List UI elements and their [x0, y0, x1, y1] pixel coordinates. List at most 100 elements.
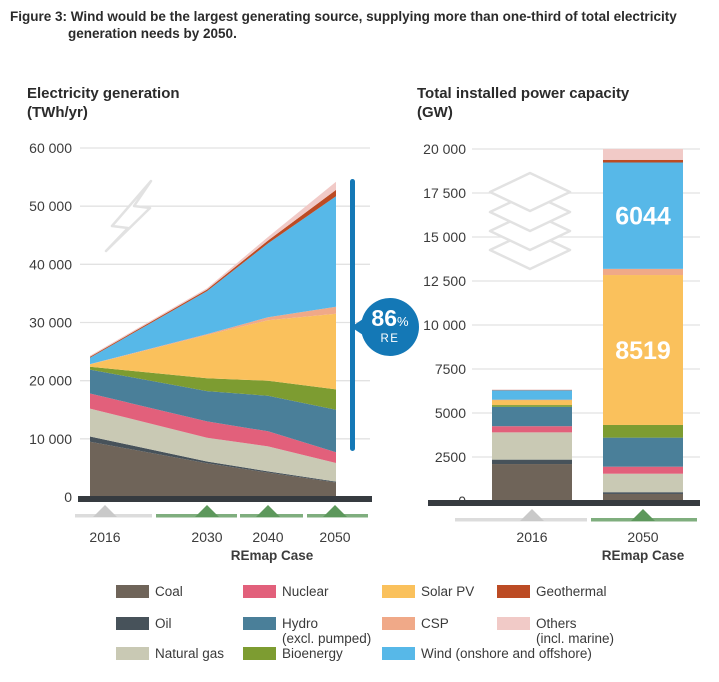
- y-tick-label: 10 000: [29, 431, 72, 447]
- legend-label-geothermal: Geothermal: [536, 584, 607, 599]
- x-tick-label: 2030: [191, 529, 222, 545]
- right-chart-unit: (GW): [417, 104, 453, 121]
- nuclear-swatch: [243, 585, 276, 598]
- area-series-wind-onshore-and-offshore: [90, 196, 336, 365]
- bar-segment-2016-hydro-excl-pumped: [492, 406, 572, 427]
- wind-onshore-and-offshore-swatch: [382, 647, 415, 660]
- bar-segment-2016-others-incl-marine: [492, 389, 572, 391]
- layers-icon: [488, 171, 572, 271]
- geothermal-swatch: [497, 585, 530, 598]
- bar-segment-2050-coal: [603, 493, 683, 501]
- y-tick-label: 20 000: [423, 141, 466, 157]
- bar-segment-2050-natural-gas: [603, 473, 683, 493]
- area-series-nuclear: [90, 393, 336, 463]
- figure-caption-line1: Figure 3: Wind would be the largest gene…: [10, 9, 677, 24]
- re-share-range-line: [350, 179, 355, 451]
- bar-segment-2050-csp: [603, 268, 683, 276]
- left-chart-title: Electricity generation (TWh/yr): [27, 84, 180, 122]
- case-marker-triangle-2016: [93, 505, 117, 517]
- right-remap-case-label: REmap Case: [601, 548, 685, 563]
- legend-label-wind-onshore-and-offshore: Wind (onshore and offshore): [421, 646, 592, 661]
- csp-swatch: [382, 617, 415, 630]
- y-tick-label: 17 500: [423, 185, 466, 201]
- case-marker-triangle-2050: [631, 509, 655, 521]
- bar-segment-2050-solar-pv: [603, 275, 683, 425]
- y-tick-label: 40 000: [29, 256, 72, 272]
- oil-swatch: [116, 617, 149, 630]
- figure-caption-line2: generation needs by 2050.: [68, 26, 237, 41]
- case-marker-triangle-2040: [256, 505, 280, 517]
- legend-label-csp: CSP: [421, 616, 449, 631]
- others-swatch: [497, 617, 530, 630]
- x-tick-label: 2050: [319, 529, 350, 545]
- bar-segment-2016-wind-onshore-and-offshore: [492, 390, 572, 400]
- legend-label-hydro: Hydro (excl. pumped): [282, 616, 372, 646]
- lightning-icon: [104, 179, 153, 253]
- case-marker-triangle-2030: [195, 505, 219, 517]
- bar-segment-2016-nuclear: [492, 426, 572, 433]
- area-series-hydro-excl-pumped: [90, 369, 336, 453]
- legend-label2-hydro: (excl. pumped): [282, 631, 372, 646]
- coal-swatch: [116, 585, 149, 598]
- x-tick-label: 2040: [252, 529, 283, 545]
- area-series-natural-gas: [90, 408, 336, 482]
- legend-label-nuclear: Nuclear: [282, 584, 329, 599]
- area-series-csp: [90, 306, 336, 365]
- re-share-value: 86%: [371, 305, 409, 331]
- y-tick-label: 5000: [435, 405, 466, 421]
- bar-segment-2050-others-incl-marine: [603, 148, 683, 160]
- case-marker-triangle-2016: [520, 509, 544, 521]
- area-series-bioenergy: [90, 366, 336, 410]
- y-tick-label: 60 000: [29, 140, 72, 156]
- left-chart-title-line1: Electricity generation: [27, 85, 180, 102]
- bar-segment-2050-geothermal: [603, 159, 683, 163]
- y-tick-label: 0: [64, 489, 72, 505]
- natural-gas-swatch: [116, 647, 149, 660]
- bar-segment-2050-nuclear: [603, 466, 683, 474]
- y-tick-label: 15 000: [423, 229, 466, 245]
- legend-label-natural-gas: Natural gas: [155, 646, 225, 661]
- bar-segment-2016-natural-gas: [492, 432, 572, 460]
- bar-segment-2016-csp: [492, 399, 572, 401]
- x-axis-line: [428, 500, 700, 506]
- bar-segment-2016-solar-pv: [492, 399, 572, 406]
- bar-segment-2016-oil: [492, 459, 572, 465]
- y-tick-label: 10 000: [423, 317, 466, 333]
- right-chart-title-line1: Total installed power capacity: [417, 85, 630, 102]
- x-tick-label: 2016: [89, 529, 120, 545]
- area-series-coal: [90, 441, 336, 497]
- bar-segment-2050-hydro-excl-pumped: [603, 437, 683, 467]
- y-tick-label: 12 500: [423, 273, 466, 289]
- area-series-solar-pv: [90, 313, 336, 390]
- bar-value-label: 6044: [615, 203, 671, 231]
- legend-label-solar-pv: Solar PV: [421, 584, 475, 599]
- y-tick-label: 50 000: [29, 198, 72, 214]
- y-tick-label: 20 000: [29, 373, 72, 389]
- left-remap-case-label: REmap Case: [230, 548, 314, 563]
- legend-label-bioenergy: Bioenergy: [282, 646, 343, 661]
- left-chart-unit: (TWh/yr): [27, 104, 88, 121]
- x-tick-label: 2050: [627, 529, 658, 545]
- x-axis-line: [78, 496, 372, 502]
- case-marker-triangle-2050: [323, 505, 347, 517]
- y-tick-label: 7500: [435, 361, 466, 377]
- right-chart-title: Total installed power capacity (GW): [417, 84, 629, 122]
- bar-segment-2050-bioenergy: [603, 424, 683, 438]
- bioenergy-swatch: [243, 647, 276, 660]
- legend-label-coal: Coal: [155, 584, 183, 599]
- re-share-pointer-icon: [351, 319, 363, 335]
- legend-label-others: Others (incl. marine): [536, 616, 615, 646]
- x-tick-label: 2016: [516, 529, 547, 545]
- hydro-swatch: [243, 617, 276, 630]
- bar-segment-2016-bioenergy: [492, 405, 572, 407]
- case-marker-line-2016: [455, 518, 587, 522]
- legend-label2-others: (incl. marine): [536, 631, 615, 646]
- legend-label-oil: Oil: [155, 616, 172, 631]
- figure-caption: Figure 3: Wind would be the largest gene…: [10, 8, 710, 42]
- y-tick-label: 30 000: [29, 315, 72, 331]
- bar-segment-2050-oil: [603, 492, 683, 494]
- bar-segment-2050-wind-onshore-and-offshore: [603, 162, 683, 269]
- bar-segment-2016-coal: [492, 464, 572, 501]
